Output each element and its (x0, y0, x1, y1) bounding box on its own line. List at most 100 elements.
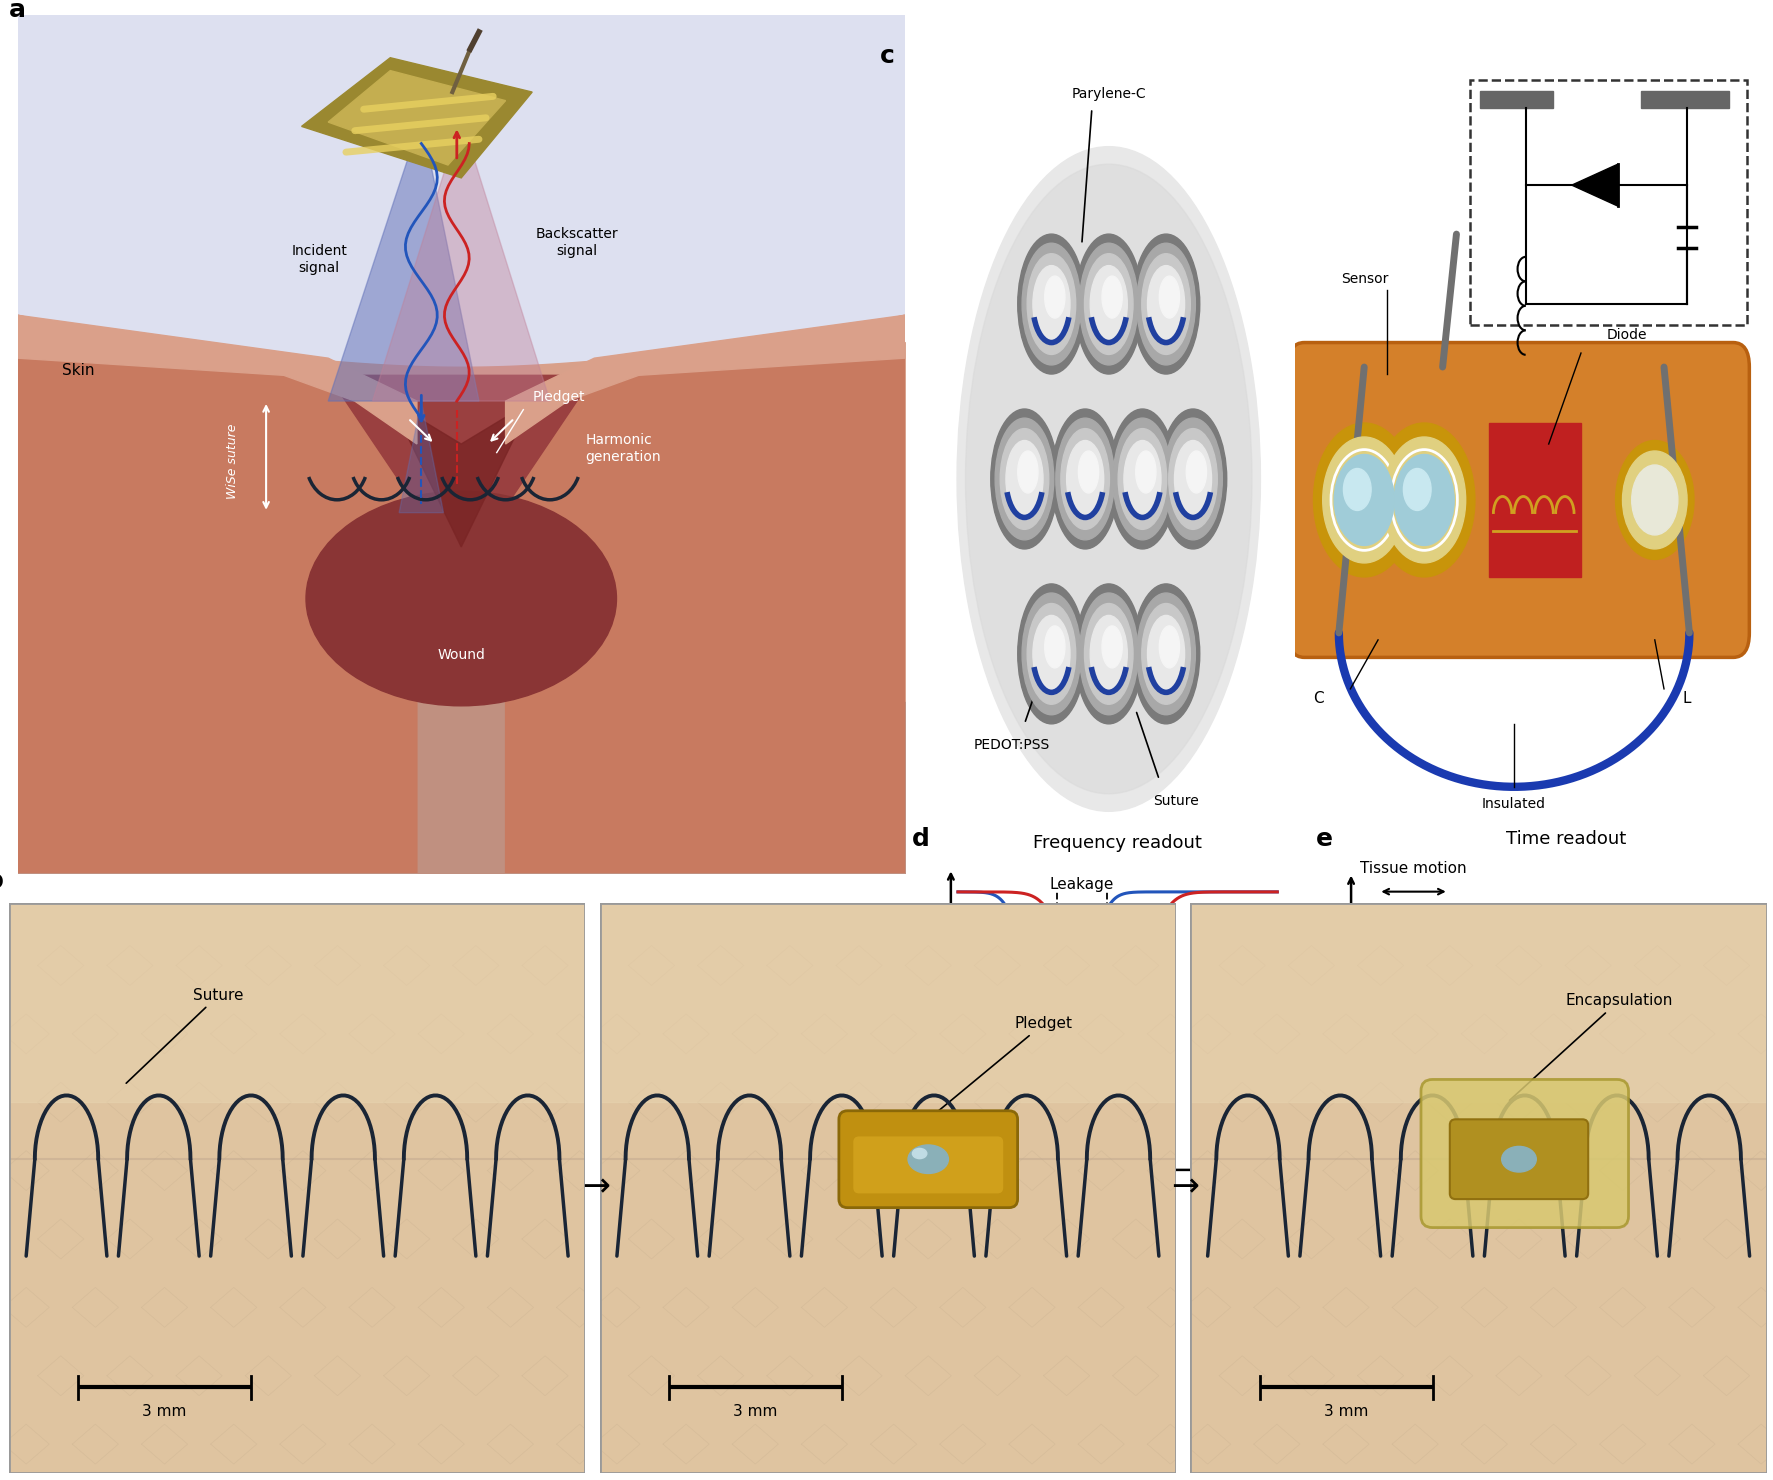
Circle shape (1101, 277, 1122, 318)
FancyBboxPatch shape (1470, 80, 1746, 326)
Circle shape (1055, 419, 1113, 540)
Bar (18, 15, 904, 401)
Circle shape (1044, 277, 1064, 318)
Text: Parylene-C: Parylene-C (1071, 87, 1145, 101)
Bar (1640, 90, 1727, 108)
Circle shape (1090, 265, 1126, 342)
Circle shape (1135, 451, 1156, 493)
Circle shape (1402, 469, 1431, 511)
Text: Frequency readout: Frequency readout (1032, 835, 1202, 852)
Circle shape (1124, 441, 1160, 518)
Circle shape (1018, 451, 1037, 493)
Circle shape (1044, 626, 1064, 667)
Polygon shape (18, 315, 417, 873)
Text: Encapsulation: Encapsulation (1509, 993, 1672, 1100)
Circle shape (1074, 234, 1142, 374)
FancyBboxPatch shape (1449, 1119, 1587, 1199)
Text: b: b (0, 869, 4, 892)
Bar (1190, 903, 1766, 1103)
Polygon shape (505, 315, 904, 444)
Polygon shape (301, 58, 532, 178)
Text: Harmonic
generation: Harmonic generation (585, 432, 661, 465)
Text: Frequency: Frequency (1078, 1191, 1156, 1206)
Circle shape (995, 419, 1053, 540)
Circle shape (1631, 465, 1677, 534)
Polygon shape (1571, 164, 1617, 206)
Circle shape (1168, 429, 1216, 530)
Circle shape (1021, 243, 1080, 366)
Text: →: → (582, 1171, 610, 1203)
Circle shape (1083, 253, 1133, 354)
Circle shape (1027, 253, 1074, 354)
Ellipse shape (908, 1146, 949, 1174)
Text: Pledget: Pledget (929, 1017, 1073, 1117)
Circle shape (1066, 441, 1103, 518)
Circle shape (1323, 437, 1404, 562)
Polygon shape (505, 315, 904, 873)
Text: 3 mm: 3 mm (142, 1403, 186, 1419)
Text: 3 mm: 3 mm (732, 1403, 777, 1419)
Circle shape (1060, 429, 1108, 530)
Text: Time readout: Time readout (1505, 830, 1624, 848)
Circle shape (1142, 604, 1190, 704)
Circle shape (1083, 604, 1133, 704)
Text: a: a (9, 0, 27, 22)
FancyBboxPatch shape (853, 1137, 1004, 1193)
Polygon shape (328, 71, 505, 164)
Polygon shape (372, 118, 550, 401)
Text: 3 mm: 3 mm (1323, 1403, 1367, 1419)
Ellipse shape (1500, 1147, 1535, 1172)
Circle shape (1142, 253, 1190, 354)
Text: Time: Time (1534, 1203, 1573, 1218)
FancyBboxPatch shape (1287, 342, 1748, 657)
Text: Leakage: Leakage (1050, 876, 1113, 891)
Text: d: d (911, 826, 929, 851)
Text: Backscatter
signal: Backscatter signal (535, 226, 617, 258)
Circle shape (1131, 234, 1199, 374)
Text: Suture: Suture (1152, 793, 1199, 808)
Text: Sensor: Sensor (1340, 272, 1388, 286)
Polygon shape (328, 118, 479, 401)
Ellipse shape (965, 164, 1252, 793)
Text: Breakage: Breakage (1518, 975, 1589, 990)
Circle shape (1090, 616, 1126, 693)
FancyBboxPatch shape (1420, 1079, 1628, 1227)
Bar (599, 903, 1175, 1103)
Circle shape (1005, 441, 1043, 518)
Ellipse shape (307, 491, 617, 706)
Circle shape (1131, 585, 1199, 724)
Circle shape (1027, 604, 1074, 704)
Polygon shape (390, 401, 532, 548)
Circle shape (1333, 454, 1394, 546)
Text: Pledget: Pledget (532, 391, 585, 404)
Circle shape (1186, 451, 1206, 493)
Circle shape (1174, 441, 1211, 518)
Circle shape (1312, 423, 1415, 577)
Circle shape (1160, 408, 1227, 549)
Circle shape (1136, 593, 1195, 715)
Circle shape (1622, 451, 1686, 549)
Bar (1488, 423, 1580, 577)
Circle shape (1021, 593, 1080, 715)
Text: C: C (1312, 691, 1323, 706)
Bar (9, 903, 585, 1103)
Text: Insulated: Insulated (1480, 796, 1546, 811)
Circle shape (1000, 429, 1048, 530)
Text: e: e (1316, 826, 1332, 851)
Circle shape (1051, 408, 1119, 549)
Text: PEDOT:PSS: PEDOT:PSS (973, 739, 1050, 752)
Circle shape (1117, 429, 1167, 530)
Circle shape (1372, 423, 1473, 577)
Circle shape (1147, 265, 1184, 342)
Text: Suture: Suture (126, 987, 243, 1083)
Polygon shape (399, 401, 443, 512)
Text: Diode: Diode (1606, 329, 1647, 342)
Circle shape (1163, 419, 1222, 540)
Polygon shape (18, 315, 417, 444)
Circle shape (989, 408, 1057, 549)
Text: Skin: Skin (62, 363, 94, 379)
Text: L: L (1683, 691, 1690, 706)
Circle shape (1018, 234, 1085, 374)
Circle shape (1078, 243, 1138, 366)
Circle shape (1018, 585, 1085, 724)
